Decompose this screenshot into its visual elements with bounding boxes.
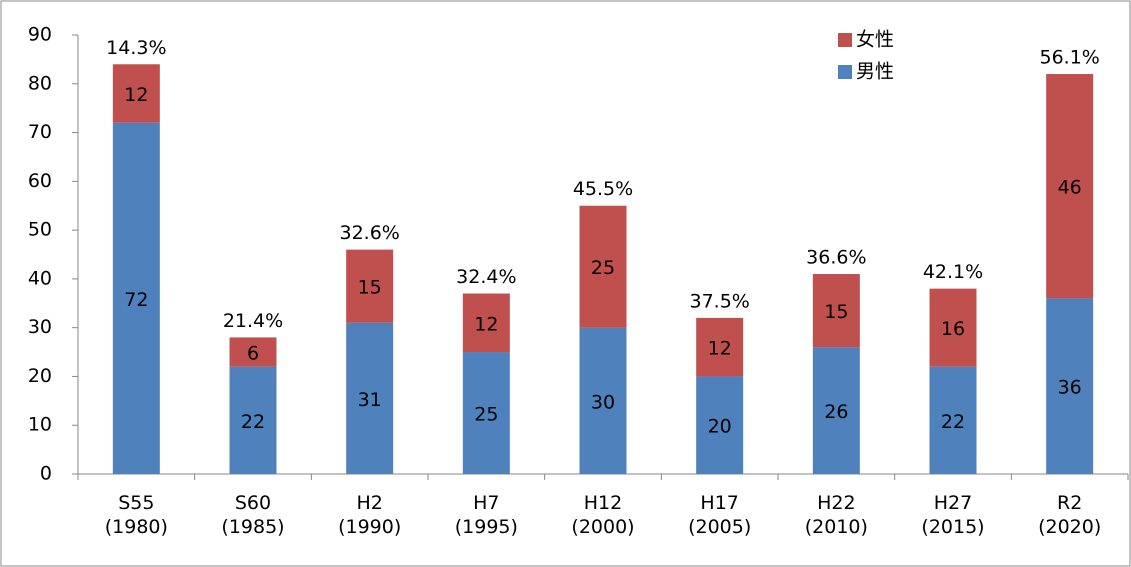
- share-label: 42.1%: [923, 261, 983, 283]
- bar-segment: [346, 249, 394, 323]
- bar-segment: [812, 347, 860, 474]
- y-tick-label: 80: [28, 72, 52, 94]
- value-label: 12: [124, 84, 148, 106]
- y-tick-label: 50: [28, 219, 52, 241]
- bar-segment: [579, 327, 627, 474]
- y-tick-label: 30: [28, 316, 52, 338]
- legend-swatch: [838, 33, 852, 47]
- x-tick-label: R2 (2020): [1038, 492, 1101, 538]
- bar-segment: [346, 322, 394, 474]
- value-label: 22: [241, 411, 265, 433]
- x-tick-label: H2 (1990): [338, 492, 401, 538]
- legend-label: 男性: [856, 61, 894, 83]
- bar-segment: [812, 274, 860, 348]
- value-label: 20: [708, 416, 732, 438]
- bar-segment: [462, 352, 510, 474]
- y-tick-label: 60: [28, 170, 52, 192]
- share-label: 32.6%: [339, 222, 399, 244]
- bar-segment: [112, 122, 160, 475]
- value-label: 12: [474, 313, 498, 335]
- share-label: 37.5%: [689, 290, 749, 312]
- value-label: 36: [1058, 377, 1082, 399]
- value-label: 16: [941, 318, 965, 340]
- value-label: 22: [941, 411, 965, 433]
- value-label: 30: [591, 391, 615, 413]
- x-tick-label: H22 (2010): [805, 492, 868, 538]
- value-label: 31: [358, 389, 382, 411]
- value-label: 25: [474, 404, 498, 426]
- bar-segment: [1046, 298, 1094, 474]
- value-label: 15: [358, 277, 382, 299]
- bar-segment: [1046, 74, 1094, 299]
- bar-segment: [579, 205, 627, 328]
- share-label: 14.3%: [106, 37, 166, 59]
- share-label: 56.1%: [1039, 47, 1099, 69]
- legend-swatch: [838, 65, 852, 79]
- bar-segment: [112, 64, 160, 123]
- value-label: 15: [824, 301, 848, 323]
- bar-segment: [929, 288, 977, 367]
- bar-segment: [462, 293, 510, 353]
- value-label: 6: [247, 343, 259, 365]
- x-tick-label: H27 (2015): [921, 492, 984, 538]
- bar-segment: [929, 366, 977, 474]
- share-label: 45.5%: [573, 178, 633, 200]
- bar-segment: [229, 366, 277, 474]
- y-tick-label: 40: [28, 267, 52, 289]
- legend-label: 女性: [856, 29, 894, 51]
- value-label: 25: [591, 257, 615, 279]
- share-label: 21.4%: [223, 310, 283, 332]
- share-label: 36.6%: [806, 247, 866, 269]
- value-label: 26: [824, 401, 848, 423]
- share-label: 32.4%: [456, 266, 516, 288]
- y-tick-label: 20: [28, 365, 52, 387]
- bar-segment: [696, 317, 744, 377]
- bar-segment: [229, 337, 277, 367]
- x-tick-label: H7 (1995): [455, 492, 518, 538]
- x-tick-label: S55 (1980): [105, 492, 168, 538]
- value-label: 12: [708, 338, 732, 360]
- x-tick-label: H17 (2005): [688, 492, 751, 538]
- y-tick-label: 0: [40, 463, 52, 485]
- value-label: 72: [124, 289, 148, 311]
- y-tick-label: 70: [28, 121, 52, 143]
- x-tick-label: H12 (2000): [571, 492, 634, 538]
- bar-segment: [696, 376, 744, 474]
- y-tick-label: 90: [28, 24, 52, 46]
- value-label: 46: [1058, 177, 1082, 199]
- x-tick-label: S60 (1985): [221, 492, 284, 538]
- y-tick-label: 10: [28, 414, 52, 436]
